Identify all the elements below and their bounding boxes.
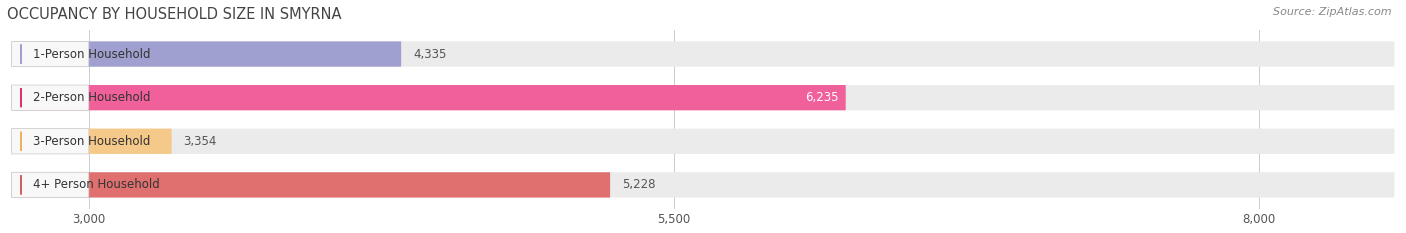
FancyBboxPatch shape [11, 85, 846, 110]
FancyBboxPatch shape [11, 172, 89, 198]
Text: OCCUPANCY BY HOUSEHOLD SIZE IN SMYRNA: OCCUPANCY BY HOUSEHOLD SIZE IN SMYRNA [7, 7, 342, 22]
FancyBboxPatch shape [11, 41, 89, 67]
Text: 2-Person Household: 2-Person Household [32, 91, 150, 104]
Text: 6,235: 6,235 [806, 91, 839, 104]
Text: 4,335: 4,335 [413, 48, 446, 61]
FancyBboxPatch shape [11, 129, 172, 154]
Text: Source: ZipAtlas.com: Source: ZipAtlas.com [1274, 7, 1392, 17]
FancyBboxPatch shape [11, 129, 1395, 154]
FancyBboxPatch shape [11, 85, 89, 110]
FancyBboxPatch shape [11, 41, 401, 67]
Text: 3-Person Household: 3-Person Household [32, 135, 150, 148]
FancyBboxPatch shape [11, 85, 1395, 110]
FancyBboxPatch shape [11, 41, 1395, 67]
FancyBboxPatch shape [11, 129, 89, 154]
Text: 1-Person Household: 1-Person Household [32, 48, 150, 61]
Text: 4+ Person Household: 4+ Person Household [32, 178, 159, 191]
Text: 5,228: 5,228 [621, 178, 655, 191]
FancyBboxPatch shape [11, 172, 1395, 198]
FancyBboxPatch shape [11, 172, 610, 198]
Text: 3,354: 3,354 [183, 135, 217, 148]
